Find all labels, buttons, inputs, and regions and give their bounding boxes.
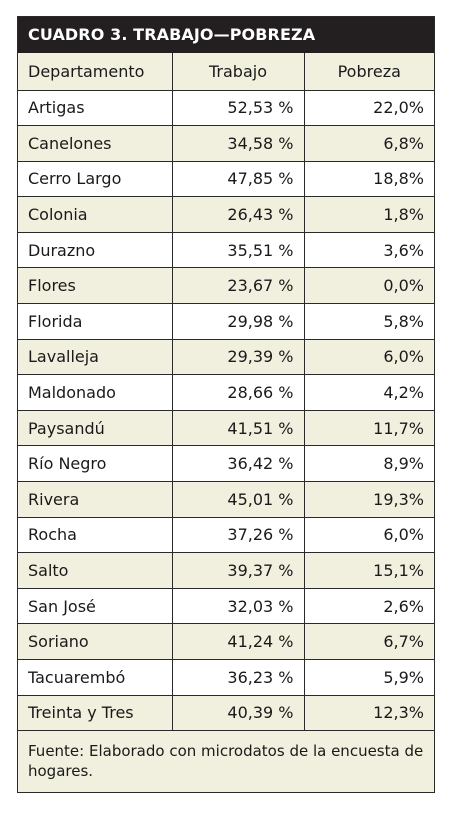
table-row: Soriano 41,24 % 6,7% <box>18 623 434 660</box>
cell-pobreza: 8,9% <box>303 445 434 483</box>
header-trabajo: Trabajo <box>171 53 305 91</box>
cell-pobreza: 18,8% <box>303 160 434 198</box>
data-table: Departamento Trabajo Pobreza Artigas 52,5… <box>18 53 434 732</box>
cell-departamento: Flores <box>18 267 173 305</box>
cell-departamento: Florida <box>18 303 173 340</box>
table-row: Paysandú 41,51 % 11,7% <box>18 409 434 447</box>
header-departamento: Departamento <box>18 53 173 91</box>
table-row: San José 32,03 % 2,6% <box>18 587 434 625</box>
table-row: Tacuarembó 36,23 % 5,9% <box>18 659 434 696</box>
cell-trabajo: 36,23 % <box>171 659 305 696</box>
table-row: Lavalleja 29,39 % 6,0% <box>18 338 434 376</box>
cell-pobreza: 0,0% <box>303 267 434 305</box>
cell-departamento: Rivera <box>18 481 173 518</box>
cell-trabajo: 36,42 % <box>171 445 305 483</box>
cell-trabajo: 29,39 % <box>171 338 305 376</box>
cell-pobreza: 1,8% <box>303 196 434 233</box>
cell-trabajo: 40,39 % <box>171 694 305 732</box>
table-body: Artigas 52,53 % 22,0% Canelones 34,58 % 6,8% C… <box>18 89 434 732</box>
cell-departamento: Tacuarembó <box>18 659 173 696</box>
cell-pobreza: 4,2% <box>303 374 434 411</box>
header-row: Departamento Trabajo Pobreza <box>18 53 434 91</box>
cell-trabajo: 45,01 % <box>171 481 305 518</box>
cell-pobreza: 2,6% <box>303 587 434 625</box>
cell-departamento: Treinta y Tres <box>18 694 173 732</box>
table-row: Maldonado 28,66 % 4,2% <box>18 374 434 411</box>
cell-trabajo: 37,26 % <box>171 516 305 554</box>
cell-departamento: San José <box>18 587 173 625</box>
cell-trabajo: 32,03 % <box>171 587 305 625</box>
cell-trabajo: 47,85 % <box>171 160 305 198</box>
cell-departamento: Salto <box>18 552 173 589</box>
table-row: Rocha 37,26 % 6,0% <box>18 516 434 554</box>
cell-pobreza: 15,1% <box>303 552 434 589</box>
cell-trabajo: 41,51 % <box>171 409 305 447</box>
table-row: Treinta y Tres 40,39 % 12,3% <box>18 694 434 732</box>
cell-pobreza: 19,3% <box>303 481 434 518</box>
cell-departamento: Durazno <box>18 231 173 269</box>
table-frame: CUADRO 3. TRABAJO—POBREZA Departamento T… <box>17 16 435 794</box>
cell-departamento: Maldonado <box>18 374 173 411</box>
cell-pobreza: 6,0% <box>303 516 434 554</box>
cell-departamento: Colonia <box>18 196 173 233</box>
cell-trabajo: 41,24 % <box>171 623 305 660</box>
cell-departamento: Lavalleja <box>18 338 173 376</box>
cell-departamento: Cerro Largo <box>18 160 173 198</box>
cell-trabajo: 26,43 % <box>171 196 305 233</box>
table-row: Artigas 52,53 % 22,0% <box>18 89 434 127</box>
cell-trabajo: 29,98 % <box>171 303 305 340</box>
table-row: Florida 29,98 % 5,8% <box>18 303 434 340</box>
cell-trabajo: 35,51 % <box>171 231 305 269</box>
cell-trabajo: 52,53 % <box>171 89 305 127</box>
table-row: Río Negro 36,42 % 8,9% <box>18 445 434 483</box>
table-title: CUADRO 3. TRABAJO—POBREZA <box>18 17 434 53</box>
table-row: Salto 39,37 % 15,1% <box>18 552 434 589</box>
cell-trabajo: 39,37 % <box>171 552 305 589</box>
cell-pobreza: 6,7% <box>303 623 434 660</box>
table-row: Rivera 45,01 % 19,3% <box>18 481 434 518</box>
cell-pobreza: 12,3% <box>303 694 434 732</box>
cell-trabajo: 34,58 % <box>171 125 305 162</box>
source-note: Fuente: Elaborado con microdatos de la e… <box>18 731 434 793</box>
table-row: Flores 23,67 % 0,0% <box>18 267 434 305</box>
cell-departamento: Canelones <box>18 125 173 162</box>
cell-pobreza: 11,7% <box>303 409 434 447</box>
cell-pobreza: 3,6% <box>303 231 434 269</box>
table-row: Durazno 35,51 % 3,6% <box>18 231 434 269</box>
table-row: Colonia 26,43 % 1,8% <box>18 196 434 233</box>
cell-departamento: Río Negro <box>18 445 173 483</box>
cell-trabajo: 23,67 % <box>171 267 305 305</box>
table-row: Cerro Largo 47,85 % 18,8% <box>18 160 434 198</box>
cell-pobreza: 5,8% <box>303 303 434 340</box>
table-row: Canelones 34,58 % 6,8% <box>18 125 434 162</box>
cell-pobreza: 5,9% <box>303 659 434 696</box>
cell-trabajo: 28,66 % <box>171 374 305 411</box>
cell-pobreza: 6,0% <box>303 338 434 376</box>
cell-pobreza: 22,0% <box>303 89 434 127</box>
cell-departamento: Rocha <box>18 516 173 554</box>
cell-departamento: Artigas <box>18 89 173 127</box>
header-pobreza: Pobreza <box>303 53 434 91</box>
cell-departamento: Paysandú <box>18 409 173 447</box>
cell-pobreza: 6,8% <box>303 125 434 162</box>
cell-departamento: Soriano <box>18 623 173 660</box>
